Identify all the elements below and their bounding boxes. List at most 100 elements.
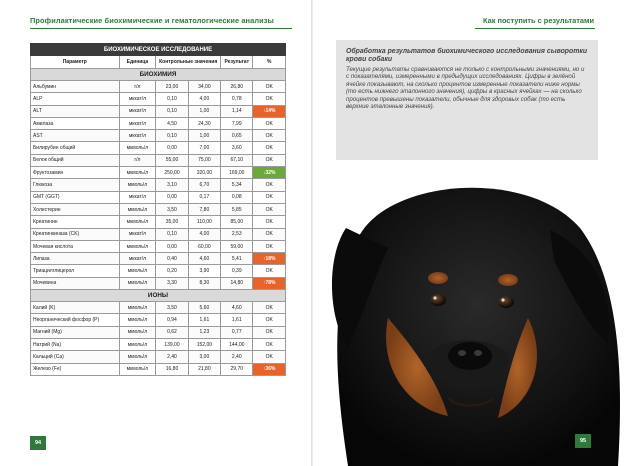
cell-parameter: Холестерин [30, 202, 120, 217]
cell-reference-high: 6,70 [187, 178, 222, 192]
cell-result: 5,85 [220, 202, 254, 217]
table-row: Калий (K) ммоль/л 3,50 5,60 4,60 OK [30, 301, 286, 315]
col-header-result: Результат [220, 55, 254, 69]
cell-unit: г/л [118, 79, 157, 94]
cell-reference-low: 16,80 [155, 362, 189, 376]
cell-reference-high: 21,80 [187, 362, 222, 376]
cell-unit: мккат/л [118, 116, 157, 131]
cell-reference-high: 34,00 [187, 79, 222, 94]
cell-result: 169,00 [220, 166, 254, 180]
section-header: БИОХИМИЯ [30, 68, 286, 81]
cell-unit: мккат/л [118, 227, 157, 241]
table-row: AST мккат/л 0,10 1,00 0,65 OK [30, 129, 286, 143]
cell-parameter: Кальций (Ca) [30, 350, 120, 364]
table-row: Креатинкиназа (CK) мккат/л 0,10 4,00 2,53 OK [30, 227, 286, 241]
cell-result: 67,10 [220, 153, 254, 168]
cell-unit: мккат/л [118, 104, 157, 118]
callout-body: Текущие результаты сравниваются не тольк… [346, 66, 585, 111]
cell-parameter: Альбумин [30, 79, 120, 94]
cell-reference-high: 320,00 [187, 166, 222, 180]
cell-unit: мккат/л [118, 129, 157, 143]
cell-result: 1,61 [220, 313, 254, 327]
table-row: Триацилглицерол ммоль/л 0,20 3,90 0,39 OK [30, 264, 286, 278]
table-row: Магний (Mg) ммоль/л 0,62 1,23 0,77 OK [30, 325, 286, 339]
cell-reference-high: 4,60 [187, 252, 222, 266]
cell-result: 2,53 [220, 227, 254, 241]
cell-percent: OK [252, 239, 286, 254]
header-rule-right [475, 28, 595, 29]
cell-reference-high: 7,00 [187, 141, 222, 155]
table-row: Липаза мккат/л 0,40 4,60 5,41 ↑18% [30, 252, 286, 266]
cell-unit: мккат/л [118, 190, 157, 204]
table-row: Фруктозамин мкмоль/л 250,00 320,00 169,00 ↓32… [30, 166, 286, 180]
cell-percent: OK [252, 141, 286, 155]
cell-reference-low: 0,10 [155, 104, 189, 118]
table-row: Неорганический фосфор (P) ммоль/л 0,94 1,61… [30, 313, 286, 327]
cell-percent: ↑36% [252, 362, 286, 376]
cell-reference-high: 4,00 [187, 92, 222, 106]
cell-reference-low: 3,50 [155, 202, 189, 217]
cell-result: 0,77 [220, 325, 254, 339]
table-row: Натрий (Na) ммоль/л 139,00 152,00 144,00 OK [30, 337, 286, 352]
table-row: Белок общий г/л 55,00 75,00 67,10 OK [30, 153, 286, 168]
running-header-left: Профилактические биохимические и гематол… [30, 16, 274, 25]
table-row: Кальций (Ca) ммоль/л 2,40 3,00 2,40 OK [30, 350, 286, 364]
cell-parameter: Триацилглицерол [30, 264, 120, 278]
cell-unit: ммоль/л [118, 337, 157, 352]
biochemistry-table: БИОХИМИЧЕСКОЕ ИССЛЕДОВАНИЕ Параметр Един… [30, 43, 286, 376]
table-row: Мочевина ммоль/л 3,30 8,30 14,80 ↑78% [30, 276, 286, 291]
cell-reference-low: 3,50 [155, 301, 189, 315]
table-row: GMT (GGT) мккат/л 0,00 0,17 0,08 OK [30, 190, 286, 204]
cell-reference-low: 4,50 [155, 116, 189, 131]
cell-percent: ↑78% [252, 276, 286, 291]
cell-reference-low: 0,10 [155, 92, 189, 106]
cell-parameter: Глюкоза [30, 178, 120, 192]
table-row: ALT мккат/л 0,10 1,00 1,14 ↑14% [30, 104, 286, 118]
cell-result: 29,70 [220, 362, 254, 376]
cell-unit: мккат/л [118, 92, 157, 106]
cell-result: 4,60 [220, 301, 254, 315]
cell-reference-low: 35,00 [155, 215, 189, 229]
cell-reference-high: 152,00 [187, 337, 222, 352]
cell-parameter: Белок общий [30, 153, 120, 168]
callout-title: Обработка результатов биохимического исс… [346, 48, 588, 63]
cell-result: 0,39 [220, 264, 254, 278]
cell-percent: OK [252, 153, 286, 168]
cell-unit: г/л [118, 153, 157, 168]
cell-reference-low: 55,00 [155, 153, 189, 168]
cell-percent: OK [252, 313, 286, 327]
cell-parameter: ALT [30, 104, 120, 118]
cell-reference-high: 7,80 [187, 202, 222, 217]
cell-result: 5,34 [220, 178, 254, 192]
header-rule-left [30, 28, 292, 29]
cell-reference-low: 139,00 [155, 337, 189, 352]
cell-parameter: Липаза [30, 252, 120, 266]
table-row: Мочевая кислота мкмоль/л 0,00 60,00 59,00 OK [30, 239, 286, 254]
cell-percent: OK [252, 350, 286, 364]
cell-percent: ↑14% [252, 104, 286, 118]
cell-result: 0,08 [220, 190, 254, 204]
cell-parameter: Мочевина [30, 276, 120, 291]
cell-parameter: Натрий (Na) [30, 337, 120, 352]
cell-percent: OK [252, 227, 286, 241]
cell-result: 0,65 [220, 129, 254, 143]
running-header-right: Как поступить с результатами [483, 16, 594, 25]
cell-reference-high: 110,00 [187, 215, 222, 229]
cell-parameter: ALP [30, 92, 120, 106]
table-title: БИОХИМИЧЕСКОЕ ИССЛЕДОВАНИЕ [30, 43, 286, 56]
cell-unit: мкмоль/л [118, 362, 157, 376]
page-gutter [311, 0, 313, 466]
cell-unit: ммоль/л [118, 350, 157, 364]
cell-percent: OK [252, 325, 286, 339]
table-row: ALP мккат/л 0,10 4,00 0,78 OK [30, 92, 286, 106]
cell-reference-high: 1,00 [187, 104, 222, 118]
cell-percent: OK [252, 178, 286, 192]
cell-percent: ↓32% [252, 166, 286, 180]
section-header: ИОНЫ [30, 289, 286, 303]
cell-result: 2,40 [220, 350, 254, 364]
cell-percent: OK [252, 215, 286, 229]
cell-reference-high: 3,00 [187, 350, 222, 364]
col-header-parameter: Параметр [30, 55, 120, 69]
cell-unit: ммоль/л [118, 202, 157, 217]
cell-unit: мкмоль/л [118, 166, 157, 180]
